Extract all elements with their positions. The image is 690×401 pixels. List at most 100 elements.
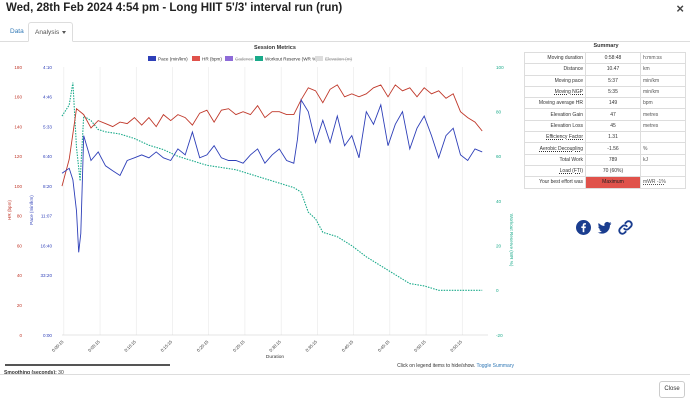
pace-series-line	[61, 98, 483, 253]
tab-analysis-label: Analysis	[35, 29, 60, 36]
hr-tick-label: 40	[17, 273, 23, 278]
summary-value: -1.56	[585, 142, 641, 155]
summary-label: Moving duration	[524, 51, 586, 65]
legend-item[interactable]: Pace (min/km)	[158, 57, 188, 62]
legend-swatch[interactable]	[225, 56, 233, 61]
legend-swatch[interactable]	[148, 56, 156, 61]
x-tick-label: 0:50:15	[413, 339, 427, 353]
summary-row: Aerobic Decoupling -1.56%	[524, 142, 686, 155]
summary-label-text: Distance	[563, 66, 583, 73]
close-button[interactable]: Close	[659, 381, 685, 398]
summary-label-text: Moving NGP	[554, 89, 583, 96]
summary-value: 5:35	[585, 85, 641, 99]
summary-unit-text: mWR -1%	[643, 179, 666, 186]
wr-tick-label: 100	[496, 65, 504, 70]
chart-scrollbar[interactable]	[5, 364, 170, 366]
wr-axis-label: Workout Reserve (WR %)	[509, 214, 514, 267]
summary-unit-text: kJ	[643, 156, 648, 163]
summary-label-text: Aerobic Decoupling	[539, 145, 583, 152]
modal-header: Wed, 28th Feb 2024 4:54 pm - Long HIIT 5…	[0, 0, 690, 20]
toggle-summary-link[interactable]: Toggle Summary	[476, 363, 514, 369]
x-tick-label: 0:25:15	[232, 339, 246, 353]
summary-value: 149	[585, 97, 641, 110]
tab-bar: Data Analysis	[0, 22, 690, 42]
legend-swatch[interactable]	[192, 56, 200, 61]
summary-panel: Summary Moving duration 0:58:48 h:mm:ss Dis…	[524, 43, 688, 189]
summary-label-text: Total Work	[559, 156, 583, 163]
pace-tick-label: 8:20	[43, 184, 52, 189]
wr-series-line	[61, 82, 483, 291]
x-tick-label: 0:15:15	[160, 339, 174, 353]
close-icon[interactable]: ×	[676, 1, 684, 16]
summary-row: Moving duration 0:58:48 h:mm:ss	[524, 51, 686, 65]
twitter-icon[interactable]	[597, 220, 612, 235]
summary-unit-text: metres	[643, 111, 659, 118]
smoothing-setting[interactable]: Smoothing (seconds): 30	[4, 370, 64, 376]
summary-title: Summary	[593, 43, 619, 49]
x-tick-label: 0:40:15	[341, 339, 355, 353]
summary-label-text: Your best effort was	[539, 179, 583, 186]
summary-unit-text: min/km	[643, 89, 660, 96]
tab-data[interactable]: Data	[10, 28, 24, 35]
pace-tick-label: 0:00	[43, 333, 52, 338]
x-tick-label: 0:10:15	[123, 339, 137, 353]
summary-unit: metres	[640, 119, 686, 133]
summary-label-text: Moving average HR	[538, 100, 583, 107]
summary-value: 47	[585, 108, 641, 121]
summary-value: Maximum	[585, 176, 641, 189]
legend-swatch[interactable]	[255, 56, 263, 61]
summary-row: Load (FTI) 70 (60%)	[524, 164, 686, 178]
summary-table: Moving duration 0:58:48 h:mm:ss Distance 10.…	[524, 51, 686, 189]
share-icons	[576, 220, 636, 240]
summary-value: 70 (60%)	[585, 164, 641, 178]
summary-unit-text: bpm	[643, 100, 653, 107]
summary-row: Distance 10.47 km	[524, 63, 686, 76]
summary-unit: min/km	[640, 85, 686, 99]
wr-tick-label: -20	[496, 333, 503, 338]
summary-label-text: Elevation Loss	[550, 122, 583, 129]
x-tick-label: 0:45:15	[377, 339, 391, 353]
summary-label: Elevation Gain	[524, 108, 586, 121]
smoothing-value[interactable]: 30	[58, 370, 64, 376]
legend-item[interactable]: Workout Reserve (WR %)	[265, 57, 318, 62]
summary-label-text: Moving duration	[547, 55, 583, 62]
summary-unit	[640, 164, 686, 178]
legend-item[interactable]: Elevation (m)	[325, 57, 353, 62]
legend-item[interactable]: Cadence	[235, 57, 254, 62]
facebook-icon[interactable]	[576, 220, 591, 235]
hr-tick-label: 0	[19, 333, 22, 338]
summary-value: 789	[585, 153, 641, 166]
summary-value: 10.47	[585, 63, 641, 76]
summary-row: Moving NGP 5:35 min/km	[524, 85, 686, 99]
summary-label: Your best effort was	[524, 176, 586, 189]
x-tick-label: 0:30:15	[268, 339, 282, 353]
pace-tick-label: 4:46	[43, 95, 52, 100]
summary-label: Moving pace	[524, 74, 586, 87]
legend-hint: Click on legend items to hide/show. Togg…	[397, 363, 514, 369]
hr-series-line	[61, 84, 483, 187]
summary-row: Efficiency Factor 1.31	[524, 131, 686, 144]
x-tick-label: 0:20:15	[196, 339, 210, 353]
pace-tick-label: 6:40	[43, 154, 52, 159]
summary-row: Moving pace 5:37 min/km	[524, 74, 686, 87]
chart-svg: Session Metrics Pace (min/km) HR (bpm) Cade…	[7, 45, 514, 360]
summary-value: 5:37	[585, 74, 641, 87]
summary-unit: km	[640, 63, 686, 76]
hr-tick-label: 160	[14, 95, 22, 100]
summary-unit-text: %	[643, 145, 648, 152]
summary-label: Total Work	[524, 153, 586, 166]
link-icon[interactable]	[618, 220, 633, 235]
summary-label-text: Elevation Gain	[550, 111, 583, 118]
summary-label: Distance	[524, 63, 586, 76]
pace-tick-label: 33:20	[41, 273, 53, 278]
tab-analysis[interactable]: Analysis	[28, 22, 74, 42]
legend-swatch[interactable]	[315, 56, 323, 61]
pace-tick-label: 11:07	[41, 214, 53, 219]
legend-item[interactable]: HR (bpm)	[202, 57, 222, 62]
summary-unit: min/km	[640, 74, 686, 87]
summary-row: Elevation Loss 45 metres	[524, 119, 686, 133]
smoothing-label: Smoothing (seconds):	[4, 370, 57, 376]
chevron-down-icon	[62, 30, 67, 34]
summary-label-text: Efficiency Factor	[546, 134, 583, 141]
summary-unit: mWR -1%	[640, 176, 686, 189]
